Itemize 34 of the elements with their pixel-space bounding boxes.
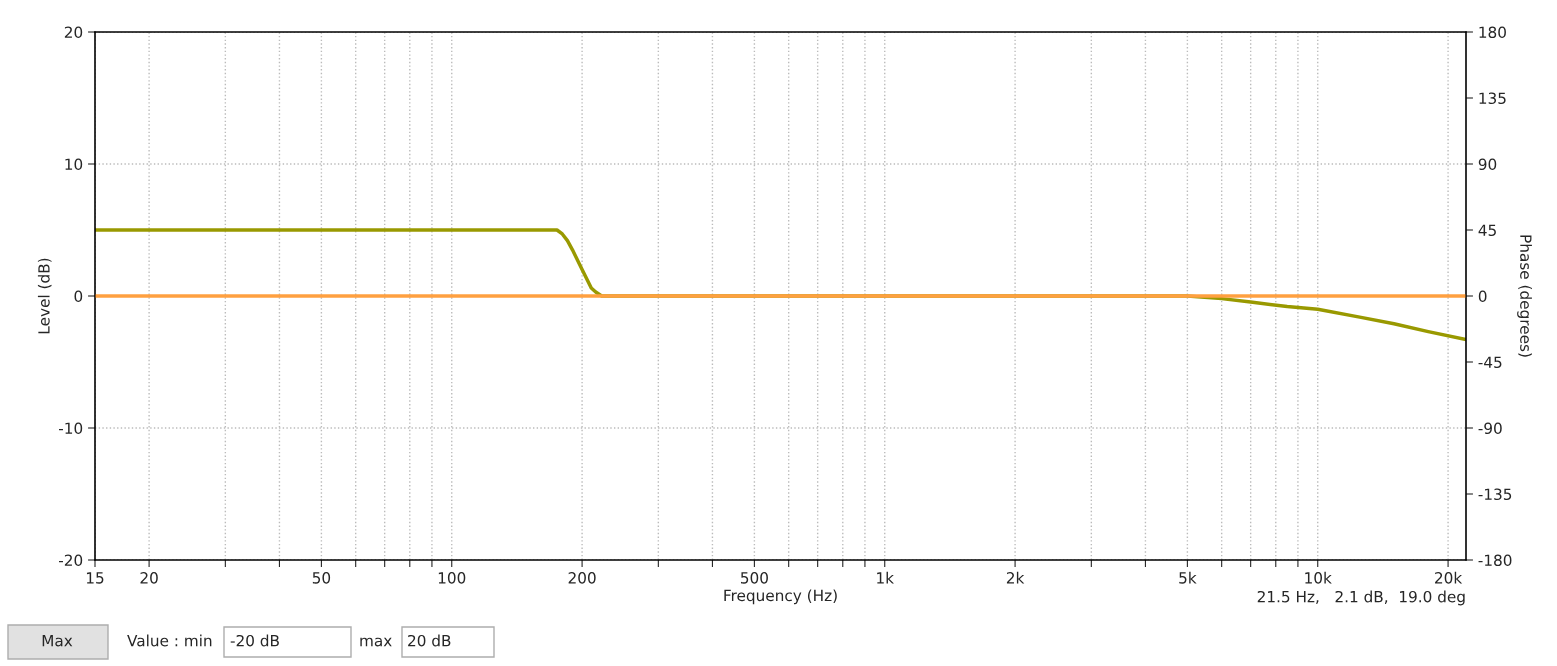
y-tick-label: 0 [74,290,83,303]
y2-tick-label: -45 [1478,356,1502,369]
x-tick-label: 5k [1179,571,1197,584]
x-tick-label: 20 [140,572,158,584]
y2-tick-label: -135 [1478,488,1512,501]
y2-tick-label: 45 [1478,224,1496,237]
y2-tick-label: -90 [1478,422,1502,435]
y-tick-label: 10 [65,158,83,171]
y2-tick-label: 180 [1479,26,1506,39]
x-axis-title: Frequency (Hz) [724,589,837,605]
x-tick-label: 20k [1435,571,1463,584]
x-tick-label: 500 [740,572,768,584]
y2-axis-title: Phase (degrees) [1517,235,1532,357]
x-tick-label: 50 [312,572,331,584]
y2-tick-label: -180 [1478,554,1512,567]
text: 20 dB [408,634,451,647]
text: -20 dB [230,634,279,647]
y-axis-title: Level (dB) [37,258,52,334]
y2-tick-label: 0 [1478,290,1487,303]
text: Value : min [127,634,212,647]
x-tick-label: 2k [1006,571,1025,584]
y-tick-label: -20 [58,554,83,567]
x-tick-label: 200 [568,572,596,584]
text: Max [42,635,73,647]
x-tick-label: 10k [1305,571,1332,584]
x-tick-label: 15 [86,572,104,584]
text: 21.5 Hz, 2.1 dB, 19.0 deg [1257,590,1465,606]
y2-tick-label: 135 [1479,92,1506,105]
x-tick-label: 100 [438,572,466,584]
y-tick-label: -10 [58,422,83,435]
x-tick-label: 1k [877,571,894,584]
text: max [360,637,392,647]
y2-tick-label: 90 [1478,158,1497,171]
y-tick-label: 20 [64,26,83,39]
